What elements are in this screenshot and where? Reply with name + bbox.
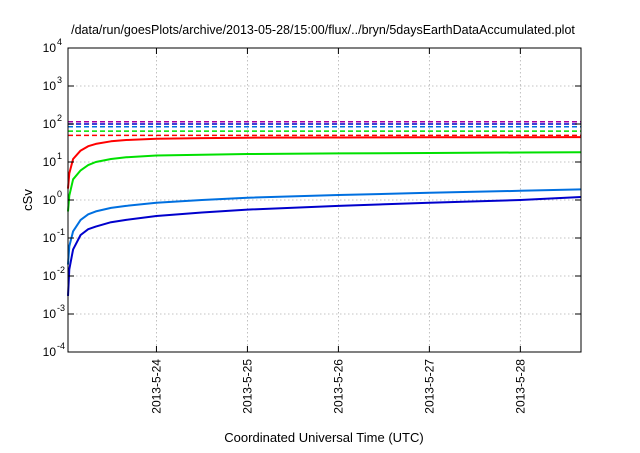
y-axis-label: cSv [20,189,35,211]
y-tick-label: 104 [43,37,62,55]
y-tick-label: 10-2 [43,265,65,283]
y-tick-label: 103 [43,75,62,93]
series-line-4 [67,196,582,296]
y-tick-label: 102 [43,113,62,131]
x-tick-label: 2013-5-25 [240,359,254,414]
y-tick-label: 10-4 [43,341,65,359]
y-tick-label: 100 [43,189,62,207]
grid-layer [68,48,581,352]
series-line-2 [67,151,582,212]
x-tick-label: 2013-5-27 [422,359,436,414]
series-layer [67,120,582,296]
x-tick-label: 2013-5-28 [513,359,527,414]
chart-title: /data/run/goesPlots/archive/2013-05-28/1… [71,23,575,37]
x-axis-label: Coordinated Universal Time (UTC) [224,430,423,445]
series-line-1 [67,136,582,189]
y-tick-label: 10-3 [43,303,65,321]
y-tick-label: 10-1 [43,227,65,245]
tick-layer: 10-4 10-3 10-2 10-1 100 101 102 103 104 2013-5-24… [43,37,581,414]
x-tick-label: 2013-5-24 [149,359,163,414]
y-tick-label: 101 [43,151,62,169]
series-line-3 [67,188,582,265]
x-tick-label: 2013-5-26 [331,359,345,414]
